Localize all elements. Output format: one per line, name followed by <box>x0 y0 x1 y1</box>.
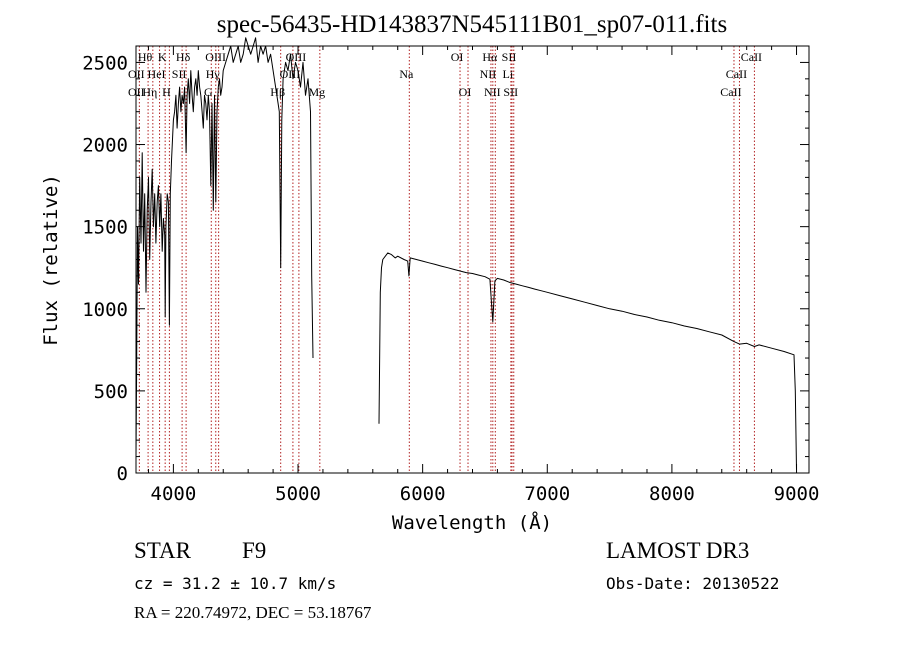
spectral-line-label: NII <box>484 85 501 99</box>
chart-title: spec-56435-HD143837N545111B01_sp07-011.f… <box>217 11 727 38</box>
redshift-text: cz = 31.2 ± 10.7 km/s <box>134 574 337 593</box>
spectral-line-label: SII <box>172 67 187 81</box>
object-type: STAR <box>134 538 191 563</box>
series-line-0 <box>135 37 314 457</box>
spectral-line-label: Hβ <box>270 85 285 99</box>
plot-frame <box>135 45 810 474</box>
coordinates-text: RA = 220.74972, DEC = 53.18767 <box>134 603 372 622</box>
spectral-line-label: K <box>158 50 167 64</box>
spectral-line-label: OII <box>128 67 145 81</box>
y-tick-label: 2000 <box>82 135 128 157</box>
y-tick-label: 2500 <box>82 52 128 74</box>
spectral-line-label: OIII <box>280 67 301 81</box>
x-tick-label: 9000 <box>774 483 820 505</box>
spectral-line-label: Hθ <box>138 50 153 64</box>
x-tick-label: 5000 <box>275 483 321 505</box>
spectral-line-label: Hγ <box>206 67 221 81</box>
spectral-line-labels: Hθ K Hδ OIII OIII OI Hα SII CaII OII HeI SII Hγ OIII N… <box>128 50 762 99</box>
x-tick-label: 8000 <box>649 483 695 505</box>
spectral-line-label: Na <box>399 67 414 81</box>
spectral-line-label: G <box>204 85 213 99</box>
spectral-line-label: Hδ <box>176 50 191 64</box>
spectral-line-markers <box>138 46 755 473</box>
y-tick-label: 1500 <box>82 217 128 239</box>
observation-date: Obs-Date: 20130522 <box>606 574 780 593</box>
x-tick-label: 4000 <box>151 483 197 505</box>
y-tick-label: 1000 <box>82 299 128 321</box>
spectral-line-label: SII <box>503 85 518 99</box>
spectral-line-label: Mg <box>308 85 325 99</box>
spectral-line-label: HeI <box>148 67 166 81</box>
spectral-line-label: CaII <box>720 85 741 99</box>
spectral-line-label: Hα <box>482 50 498 64</box>
spectral-subclass: F9 <box>242 538 267 563</box>
spectral-line-label: CaII <box>741 50 762 64</box>
series-line-1 <box>378 252 797 470</box>
y-tick-labels: 0 500 1000 1500 2000 2500 <box>82 52 128 485</box>
x-tick-label: 7000 <box>524 483 570 505</box>
spectral-line-label: H <box>162 85 171 99</box>
spectral-line-label: CaII <box>726 67 747 81</box>
x-tick-label: 6000 <box>400 483 446 505</box>
spectral-line-label: OIII <box>286 50 307 64</box>
spectral-line-label: OI <box>459 85 472 99</box>
y-axis-label: Flux (relative) <box>40 174 62 346</box>
spectrum-lines <box>135 37 797 470</box>
axis-ticks <box>136 46 809 474</box>
survey-name: LAMOST DR3 <box>606 538 750 563</box>
spectral-line-label: NII <box>480 67 497 81</box>
spectral-line-label: Li <box>503 67 514 81</box>
spectral-line-label: Hη <box>142 85 157 99</box>
spectral-line-label: OI <box>451 50 464 64</box>
spectral-line-label: SII <box>502 50 517 64</box>
x-axis-label: Wavelength (Å) <box>392 511 552 534</box>
y-tick-label: 0 <box>117 463 128 485</box>
spectral-line-label: OII <box>128 85 145 99</box>
y-tick-label: 500 <box>94 381 128 403</box>
spectral-line-label: OIII <box>205 50 226 64</box>
x-tick-labels: 4000 5000 6000 7000 8000 9000 <box>151 483 820 505</box>
